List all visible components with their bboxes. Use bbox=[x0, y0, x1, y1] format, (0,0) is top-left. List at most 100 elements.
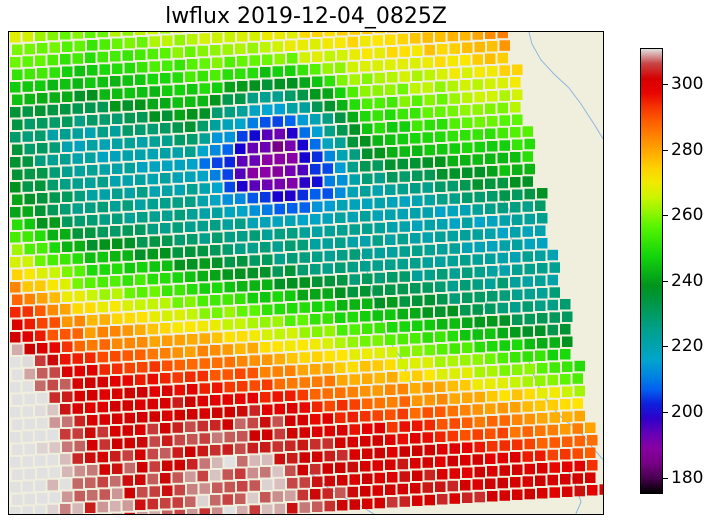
flux-cell bbox=[322, 263, 333, 274]
flux-cell bbox=[137, 312, 148, 323]
flux-cell bbox=[349, 199, 360, 210]
flux-cell bbox=[460, 105, 471, 116]
flux-cell bbox=[362, 373, 373, 384]
flux-cell bbox=[522, 351, 533, 362]
flux-cell bbox=[449, 168, 460, 179]
flux-cell bbox=[97, 301, 108, 313]
flux-cell bbox=[262, 104, 273, 115]
flux-cell bbox=[124, 262, 135, 274]
flux-cell bbox=[560, 474, 571, 485]
flux-cell bbox=[310, 414, 321, 425]
flux-cell bbox=[237, 206, 248, 217]
flux-cell bbox=[37, 343, 48, 354]
flux-cell bbox=[310, 114, 321, 125]
flux-cell bbox=[87, 190, 98, 201]
flux-cell bbox=[499, 140, 510, 151]
flux-cell bbox=[499, 415, 510, 426]
flux-cell bbox=[274, 303, 285, 315]
flux-cell bbox=[49, 67, 60, 78]
flux-cell bbox=[297, 439, 308, 451]
flux-cell bbox=[337, 350, 348, 361]
flux-cell bbox=[362, 198, 373, 209]
flux-cell bbox=[397, 383, 408, 395]
flux-cell bbox=[135, 499, 146, 510]
flux-cell bbox=[197, 295, 208, 307]
flux-cell bbox=[99, 164, 110, 175]
flux-cell bbox=[435, 381, 446, 392]
flux-cell bbox=[299, 352, 310, 363]
flux-cell bbox=[199, 158, 210, 169]
flux-cell bbox=[312, 501, 323, 512]
flux-cell bbox=[249, 480, 260, 491]
flux-cell bbox=[412, 220, 423, 231]
flux-cell bbox=[560, 374, 571, 385]
flux-cell bbox=[187, 459, 198, 470]
flux-cell bbox=[422, 282, 433, 293]
flux-cell bbox=[347, 286, 358, 298]
flux-cell bbox=[537, 363, 548, 374]
flux-cell bbox=[537, 213, 548, 224]
flux-cell bbox=[199, 33, 210, 44]
flux-cell bbox=[312, 276, 323, 287]
flux-cell bbox=[497, 227, 508, 239]
flux-cell bbox=[349, 224, 360, 235]
flux-cell bbox=[447, 55, 458, 67]
flux-cell bbox=[522, 176, 533, 187]
flux-cell bbox=[512, 389, 523, 400]
flux-cell bbox=[262, 79, 273, 90]
flux-cell bbox=[449, 318, 460, 329]
flux-cell bbox=[524, 388, 535, 400]
flux-cell bbox=[297, 489, 308, 501]
flux-cell bbox=[437, 194, 448, 205]
flux-cell bbox=[137, 487, 148, 498]
flux-cell bbox=[412, 320, 423, 331]
flux-cell bbox=[60, 429, 71, 440]
flux-cell bbox=[347, 61, 358, 73]
flux-cell bbox=[260, 142, 271, 153]
flux-cell bbox=[97, 76, 108, 88]
flux-cell bbox=[497, 452, 508, 464]
flux-cell bbox=[210, 395, 221, 406]
flux-cell bbox=[297, 64, 308, 76]
flux-cell bbox=[174, 59, 185, 71]
flux-cell bbox=[522, 126, 533, 137]
flux-cell bbox=[110, 126, 121, 137]
flux-cell bbox=[512, 214, 523, 225]
flux-cell bbox=[49, 167, 60, 178]
flux-cell bbox=[135, 449, 146, 460]
flux-cell bbox=[374, 397, 385, 409]
flux-cell bbox=[485, 128, 496, 139]
flux-cell bbox=[222, 244, 233, 255]
flux-cell bbox=[324, 250, 335, 262]
flux-cell bbox=[474, 441, 485, 453]
flux-cell bbox=[322, 238, 333, 249]
flux-cell bbox=[124, 237, 135, 249]
flux-cell bbox=[172, 147, 183, 158]
flux-cell bbox=[424, 444, 435, 456]
flux-cell bbox=[222, 494, 233, 505]
flux-cell bbox=[360, 211, 371, 222]
flux-cell bbox=[399, 171, 410, 182]
flux-cell bbox=[287, 178, 298, 189]
flux-cell bbox=[149, 61, 160, 72]
flux-cell bbox=[160, 423, 171, 434]
flux-cell bbox=[387, 497, 398, 508]
flux-cell bbox=[524, 338, 535, 350]
flux-cell bbox=[272, 341, 283, 352]
flux-cell bbox=[272, 366, 283, 377]
flux-cell bbox=[212, 407, 223, 418]
flux-cell bbox=[74, 365, 85, 377]
flux-cell bbox=[574, 410, 585, 422]
flux-cell bbox=[287, 428, 298, 439]
flux-cell bbox=[462, 367, 473, 378]
flux-cell bbox=[49, 342, 60, 353]
flux-cell bbox=[372, 435, 383, 446]
flux-cell bbox=[174, 234, 185, 246]
flux-cell bbox=[149, 311, 160, 322]
flux-cell bbox=[197, 195, 208, 207]
colorbar-tick bbox=[663, 149, 668, 151]
flux-cell bbox=[435, 106, 446, 117]
flux-cell bbox=[135, 424, 146, 435]
flux-cell bbox=[210, 445, 221, 456]
flux-cell bbox=[199, 308, 210, 319]
